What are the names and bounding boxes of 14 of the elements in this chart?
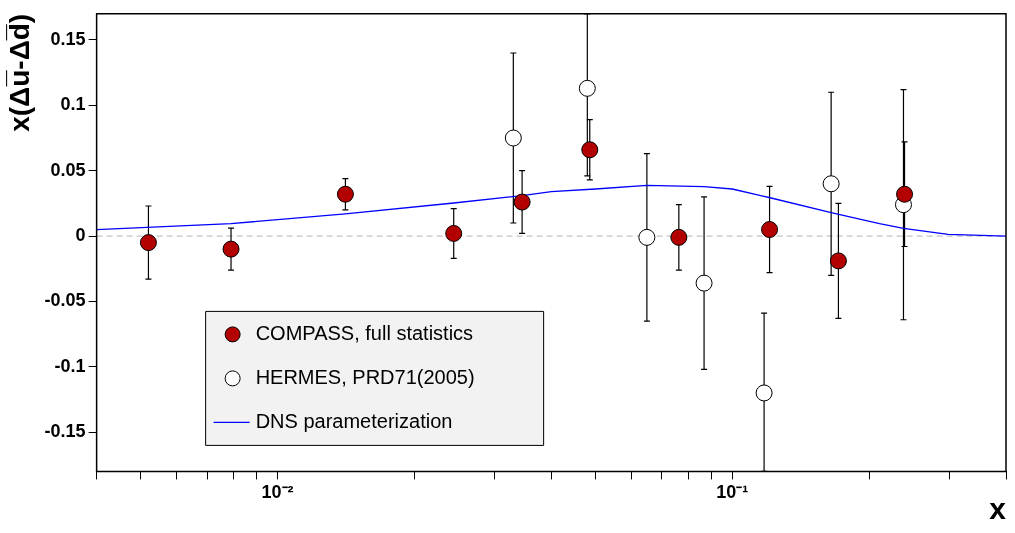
x-tick-label: 10⁻¹ bbox=[716, 482, 749, 503]
x-tick-label: 10⁻² bbox=[261, 482, 294, 503]
y-tick-label: 0.05 bbox=[50, 159, 86, 180]
legend-label: COMPASS, full statistics bbox=[255, 321, 474, 344]
legend-label: HERMES, PRD71(2005) bbox=[255, 365, 475, 388]
y-tick-label: -0.05 bbox=[44, 290, 86, 311]
x-axis-title: x bbox=[989, 492, 1007, 526]
y-tick-label: 0.15 bbox=[50, 28, 86, 49]
legend-label: DNS parameterization bbox=[255, 409, 453, 432]
y-tick-label: -0.15 bbox=[44, 421, 86, 442]
y-tick-label: 0.1 bbox=[60, 94, 86, 115]
y-axis-title: x(Δu̅-Δd̅) bbox=[3, 13, 35, 132]
y-tick-label: 0 bbox=[75, 225, 86, 246]
y-tick-label: -0.1 bbox=[54, 355, 86, 376]
